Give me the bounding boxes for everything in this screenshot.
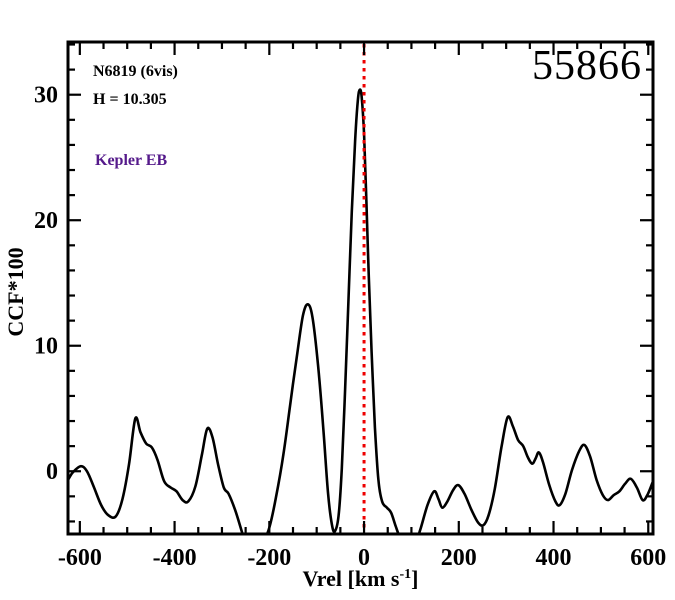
- x-tick-label: 600: [630, 545, 666, 571]
- x-tick-label: -200: [247, 545, 291, 571]
- y-tick-label: 20: [34, 208, 58, 234]
- target-name-label: N6819 (6vis): [93, 63, 178, 80]
- y-tick-label: 10: [34, 334, 58, 360]
- x-axis-title-bracket: ]: [411, 566, 419, 591]
- x-tick-label: -600: [58, 545, 102, 571]
- kepler-eb-label: Kepler EB: [95, 152, 168, 169]
- x-tick-label: 0: [358, 545, 370, 571]
- x-tick-label: -400: [153, 545, 197, 571]
- x-tick-label: 400: [536, 545, 572, 571]
- x-axis-title-main: Vrel [km s: [302, 566, 400, 591]
- y-axis-title: CCF*100: [3, 247, 28, 337]
- plot-frame: [66, 40, 655, 536]
- mjd-label: 55866: [532, 43, 642, 89]
- annotation-block: N6819 (6vis) H = 10.305: [93, 58, 178, 114]
- x-axis-title: Vrel [km s-1]: [68, 566, 653, 592]
- h-magnitude-label: H = 10.305: [93, 91, 167, 108]
- y-tick-label: 0: [46, 459, 58, 485]
- x-tick-label: 200: [441, 545, 477, 571]
- x-axis-title-superscript: -1: [399, 567, 412, 582]
- y-tick-label: 30: [34, 83, 58, 109]
